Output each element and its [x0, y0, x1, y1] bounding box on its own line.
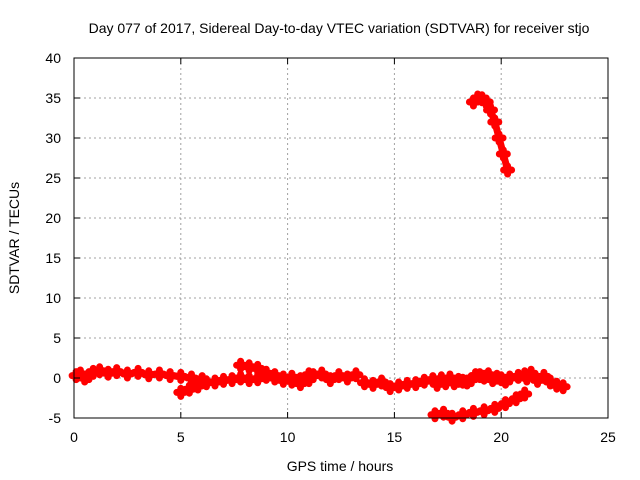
data-point: [478, 94, 494, 110]
data-point: [491, 130, 507, 146]
data-point: [489, 369, 505, 385]
data-point: [181, 381, 197, 397]
data-point: [119, 366, 135, 382]
y-tick-label: 0: [53, 370, 61, 386]
data-point: [508, 391, 524, 407]
data-point: [487, 400, 503, 416]
data-point: [141, 367, 157, 383]
data-point: [173, 368, 189, 384]
y-tick-label: 20: [45, 210, 61, 226]
plot-frame: [73, 57, 609, 419]
data-point: [495, 146, 511, 162]
data-point: [190, 378, 206, 394]
data-point: [275, 370, 291, 386]
data-point: [322, 372, 338, 388]
data-point: [463, 372, 479, 388]
data-point: [292, 376, 308, 392]
data-point: [348, 367, 364, 383]
data-point: [476, 403, 492, 419]
x-tick-label: 20: [493, 429, 509, 445]
data-point: [130, 364, 146, 380]
data-point: [162, 368, 178, 384]
data-point: [455, 407, 471, 423]
y-axis-label: SDTVAR / TECUs: [6, 182, 22, 294]
data-point: [497, 373, 513, 389]
chart-title: Day 077 of 2017, Sidereal Day-to-day VTE…: [89, 20, 590, 36]
x-tick-label: 15: [387, 429, 403, 445]
data-point: [483, 102, 499, 118]
data-point: [151, 366, 167, 382]
data-point: [173, 384, 189, 400]
y-tick-label: 30: [45, 130, 61, 146]
data-point: [339, 370, 355, 386]
x-tick-labels: 0 5 10 15 20 25: [70, 429, 616, 445]
axis-ticks: [73, 57, 609, 419]
data-point: [517, 386, 533, 402]
y-tick-label: 25: [45, 170, 61, 186]
data-point: [500, 162, 516, 178]
data-point: [497, 396, 513, 412]
data-point: [444, 409, 460, 425]
x-tick-label: 10: [280, 429, 296, 445]
x-axis-label: GPS time / hours: [287, 458, 394, 474]
y-tick-label: -5: [49, 410, 62, 426]
data-point: [314, 366, 330, 382]
data-point: [109, 364, 125, 380]
data-point: [465, 404, 481, 420]
y-tick-label: 10: [45, 290, 61, 306]
y-tick-labels: -5 0 5 10 15 20 25 30 35 40: [45, 50, 61, 426]
data-point: [487, 114, 503, 130]
y-tick-label: 5: [53, 330, 61, 346]
data-point: [523, 365, 539, 381]
data-point: [555, 379, 571, 395]
y-tick-label: 15: [45, 250, 61, 266]
y-tick-label: 35: [45, 90, 61, 106]
data-point: [436, 405, 452, 421]
grid-lines: [74, 58, 608, 418]
data-point: [183, 370, 199, 386]
y-tick-label: 40: [45, 50, 61, 66]
x-tick-label: 0: [70, 429, 78, 445]
data-point: [374, 374, 390, 390]
data-series-group: [68, 90, 571, 425]
x-tick-label: 25: [600, 429, 616, 445]
x-tick-label: 5: [177, 429, 185, 445]
data-point: [536, 368, 552, 384]
data-point: [250, 360, 266, 376]
